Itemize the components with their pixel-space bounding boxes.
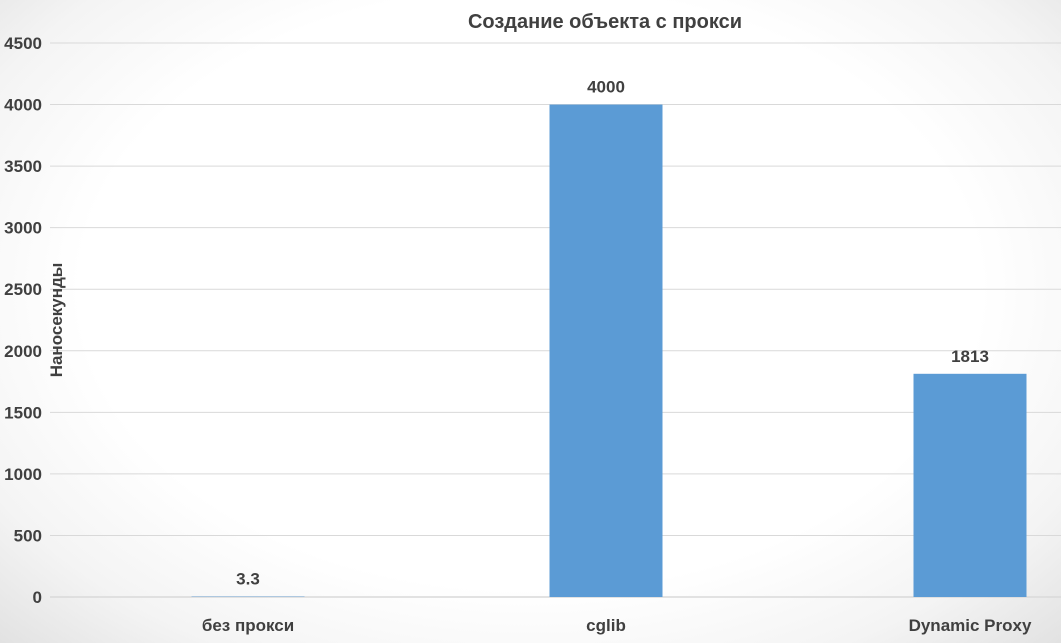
category-label-2: Dynamic Proxy — [909, 616, 1032, 635]
y-tick-label: 3500 — [4, 157, 42, 176]
y-tick-label: 1500 — [4, 403, 42, 422]
y-axis-title: Наносекунды — [47, 263, 66, 378]
data-label-0: 3.3 — [236, 570, 260, 589]
data-label-2: 1813 — [951, 347, 989, 366]
y-axis-ticks: 0 500 1000 1500 2000 2500 3000 3500 4000 4500 — [4, 34, 42, 607]
y-tick-label: 3000 — [4, 219, 42, 238]
y-tick-label: 1000 — [4, 465, 42, 484]
category-label-1: cglib — [586, 616, 626, 635]
data-labels: 3.3 4000 1813 — [236, 78, 989, 589]
y-tick-label: 2500 — [4, 280, 42, 299]
chart-title: Создание объекта с прокси — [468, 11, 742, 33]
y-tick-label: 500 — [14, 526, 42, 545]
category-labels: без прокси cglib Dynamic Proxy — [202, 616, 1032, 635]
category-label-0: без прокси — [202, 616, 294, 635]
bars — [191, 104, 1027, 598]
y-tick-label: 2000 — [4, 342, 42, 361]
y-tick-label: 4500 — [4, 34, 42, 53]
bar-2 — [913, 373, 1027, 597]
y-tick-label: 0 — [33, 588, 42, 607]
bar-1 — [549, 104, 663, 598]
data-label-1: 4000 — [587, 78, 625, 97]
y-tick-label: 4000 — [4, 96, 42, 115]
